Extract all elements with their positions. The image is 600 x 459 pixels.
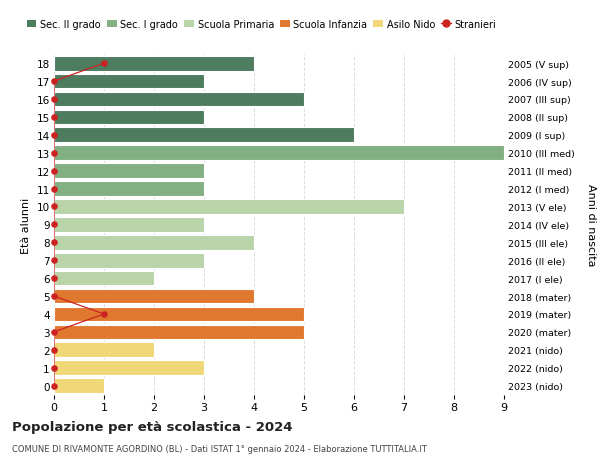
Point	[99, 60, 109, 67]
Point	[49, 221, 59, 229]
Point	[49, 132, 59, 139]
Point	[99, 311, 109, 318]
Y-axis label: Anni di nascita: Anni di nascita	[586, 184, 596, 266]
Point	[49, 293, 59, 300]
Bar	[54, 325, 304, 340]
Bar	[54, 289, 254, 304]
Point	[49, 150, 59, 157]
Bar	[54, 218, 204, 232]
Bar	[54, 110, 204, 125]
Bar	[54, 57, 254, 71]
Bar	[54, 164, 204, 179]
Point	[49, 382, 59, 390]
Legend: Sec. II grado, Sec. I grado, Scuola Primaria, Scuola Infanzia, Asilo Nido, Stran: Sec. II grado, Sec. I grado, Scuola Prim…	[23, 16, 500, 34]
Point	[49, 364, 59, 372]
Bar	[54, 379, 104, 393]
Bar	[54, 146, 504, 161]
Text: Popolazione per età scolastica - 2024: Popolazione per età scolastica - 2024	[12, 420, 293, 433]
Bar	[54, 200, 404, 214]
Bar	[54, 307, 304, 322]
Bar	[54, 343, 154, 358]
Point	[49, 78, 59, 85]
Bar	[54, 128, 354, 143]
Point	[49, 114, 59, 121]
Point	[49, 347, 59, 354]
Y-axis label: Età alunni: Età alunni	[21, 197, 31, 253]
Bar	[54, 271, 154, 286]
Text: COMUNE DI RIVAMONTE AGORDINO (BL) - Dati ISTAT 1° gennaio 2024 - Elaborazione TU: COMUNE DI RIVAMONTE AGORDINO (BL) - Dati…	[12, 444, 427, 453]
Point	[49, 185, 59, 193]
Point	[49, 329, 59, 336]
Point	[49, 239, 59, 246]
Point	[49, 96, 59, 103]
Bar	[54, 235, 254, 250]
Bar	[54, 74, 204, 89]
Bar	[54, 92, 304, 107]
Bar	[54, 361, 204, 375]
Bar	[54, 182, 204, 196]
Bar	[54, 253, 204, 268]
Point	[49, 168, 59, 175]
Point	[49, 203, 59, 211]
Point	[49, 257, 59, 264]
Point	[49, 275, 59, 282]
